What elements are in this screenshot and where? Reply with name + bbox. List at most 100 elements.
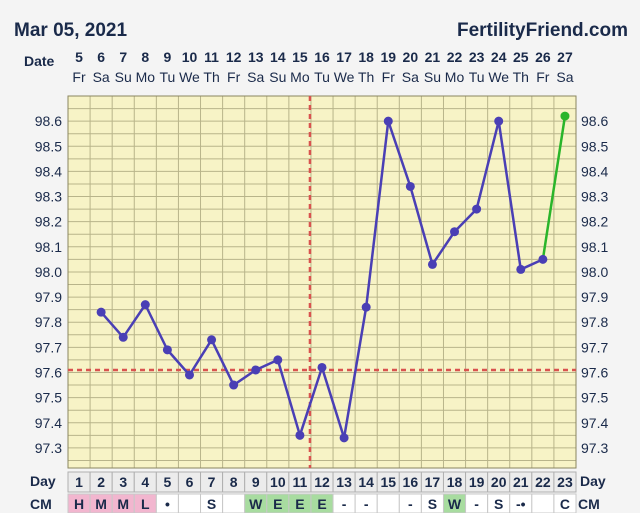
weekday-label: Fr — [72, 69, 86, 85]
date-label: 11 — [204, 49, 219, 65]
temperature-line-segment — [166, 348, 191, 377]
temperature-line-segment — [431, 230, 456, 266]
y-tick-label-right: 97.6 — [581, 364, 608, 380]
y-tick-label-left: 98.3 — [35, 189, 62, 205]
temperature-point[interactable] — [427, 259, 437, 269]
cm-value: E — [273, 496, 282, 512]
temperature-line-segment — [342, 305, 368, 440]
day-number: 17 — [425, 474, 441, 490]
cm-value: M — [95, 496, 107, 512]
temperature-point[interactable] — [472, 204, 482, 214]
temperature-point[interactable] — [96, 307, 106, 317]
day-number: 3 — [119, 474, 127, 490]
temperature-point[interactable] — [295, 430, 305, 440]
temperature-point[interactable] — [251, 365, 261, 375]
cm-value: S — [207, 496, 216, 512]
weekday-label: Th — [358, 69, 374, 85]
weekday-label: Fr — [536, 69, 550, 85]
cm-value: E — [295, 496, 304, 512]
temperature-point[interactable] — [118, 332, 128, 342]
y-tick-label-right: 98.0 — [581, 264, 608, 280]
temperature-line-segment — [364, 119, 390, 309]
date-label: 8 — [141, 49, 149, 65]
date-label: 27 — [557, 49, 573, 65]
date-label: 6 — [97, 49, 105, 65]
day-number: 2 — [97, 474, 105, 490]
y-tick-label-left: 97.4 — [35, 415, 62, 431]
temperature-point[interactable] — [560, 111, 570, 121]
temperature-line-segment — [409, 185, 434, 266]
y-tick-label-left: 97.6 — [35, 364, 62, 380]
y-tick-label-right: 97.7 — [581, 339, 608, 355]
weekday-label: Sa — [247, 69, 264, 85]
y-tick-label-left: 98.0 — [35, 264, 62, 280]
cm-value: - — [408, 496, 413, 512]
day-row-label-left: Day — [30, 473, 56, 489]
y-tick-label-left: 98.1 — [35, 239, 62, 255]
y-tick-label-left: 98.6 — [35, 113, 62, 129]
temperature-line-segment — [541, 114, 567, 261]
temperature-point[interactable] — [273, 355, 283, 365]
y-tick-label-right: 98.6 — [581, 113, 608, 129]
day-cell — [553, 471, 577, 493]
plot-border — [67, 95, 577, 469]
y-tick-label-right: 97.3 — [581, 440, 608, 456]
temperature-point[interactable] — [361, 302, 371, 312]
temperature-point[interactable] — [140, 300, 150, 310]
temperature-line-segment — [453, 207, 478, 233]
temperature-line-segment — [298, 366, 324, 437]
day-number: 10 — [270, 474, 286, 490]
cm-value: H — [74, 496, 84, 512]
weekday-label: Fr — [382, 69, 396, 85]
y-tick-label-right: 98.3 — [581, 189, 608, 205]
date-label: 18 — [358, 49, 374, 65]
temperature-point[interactable] — [494, 116, 504, 126]
temperature-point[interactable] — [339, 433, 349, 443]
temperature-line-segment — [99, 310, 125, 339]
date-label: 10 — [182, 49, 198, 65]
y-tick-label-right: 98.1 — [581, 239, 608, 255]
date-label: 19 — [380, 49, 396, 65]
temperature-point[interactable] — [405, 181, 415, 191]
date-label: 20 — [403, 49, 419, 65]
cm-cell — [177, 493, 202, 513]
temperature-point[interactable] — [450, 227, 460, 237]
date-label: 24 — [491, 49, 507, 65]
day-number: 18 — [447, 474, 463, 490]
date-label: 7 — [119, 49, 127, 65]
day-number: 6 — [186, 474, 194, 490]
temperature-point[interactable] — [184, 370, 194, 380]
date-label: 26 — [535, 49, 551, 65]
cm-value: C — [560, 496, 570, 512]
temperature-point[interactable] — [516, 264, 526, 274]
date-label: 14 — [270, 49, 286, 65]
cm-value: - — [342, 496, 347, 512]
weekday-label: Tu — [314, 69, 330, 85]
chart-date: Mar 05, 2021 — [14, 20, 127, 41]
temperature-line-segment — [497, 119, 523, 271]
weekday-label: Th — [203, 69, 219, 85]
temperature-line-segment — [475, 119, 500, 211]
temperature-point[interactable] — [383, 116, 393, 126]
temperature-line-segment — [276, 358, 302, 437]
temperature-point[interactable] — [207, 335, 217, 345]
y-tick-label-right: 97.5 — [581, 390, 608, 406]
temperature-line-segment — [320, 366, 346, 440]
temperature-point[interactable] — [162, 345, 172, 355]
y-tick-label-left: 97.9 — [35, 289, 62, 305]
cm-cell — [222, 493, 246, 513]
date-row-label: Date — [24, 53, 55, 69]
date-label: 13 — [248, 49, 264, 65]
temperature-point[interactable] — [229, 380, 239, 390]
cm-cell — [376, 493, 400, 513]
day-number: 1 — [75, 474, 83, 490]
temperature-point[interactable] — [317, 362, 327, 372]
weekday-label: Su — [269, 69, 286, 85]
cm-value: - — [364, 496, 369, 512]
y-tick-label-left: 98.5 — [35, 138, 62, 154]
day-number: 11 — [293, 474, 308, 490]
day-number: 4 — [141, 474, 149, 490]
plot-area — [68, 96, 576, 468]
temperature-point[interactable] — [538, 254, 548, 264]
